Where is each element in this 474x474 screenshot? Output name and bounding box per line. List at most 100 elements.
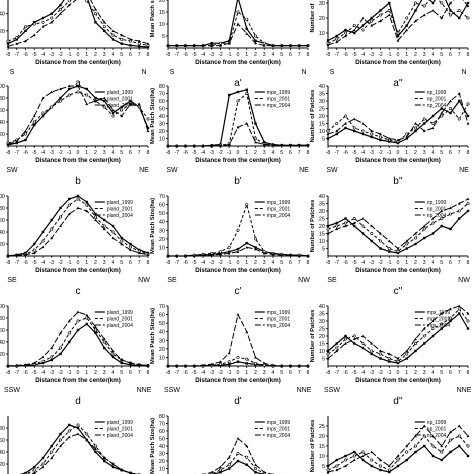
data-point (94, 99, 97, 103)
data-point (192, 44, 196, 47)
data-point (59, 444, 62, 448)
data-point (245, 32, 249, 35)
x-tick-label: 2 (414, 150, 417, 156)
x-tick-label: 5 (120, 150, 123, 156)
data-point (129, 471, 132, 474)
data-point (405, 444, 409, 448)
data-point (227, 463, 231, 467)
x-axis-label: Distance from the center(km) (355, 377, 441, 384)
y-tick-label: 5 (322, 247, 325, 253)
y-tick-label: 20 (0, 29, 5, 35)
x-axis-label: Distance from the center(km) (35, 267, 121, 274)
panel-label: c (76, 286, 81, 297)
legend-entry: mps_1999 (267, 90, 291, 96)
data-point (289, 143, 292, 147)
x-tick-label: 4 (112, 260, 115, 266)
y-tick-label: 100 (0, 304, 5, 310)
x-tick-label: 4 (432, 150, 435, 156)
y-axis-label: Mean Patch Size(ha) (150, 308, 156, 364)
x-tick-label: -5 (32, 370, 37, 376)
data-point (326, 357, 330, 360)
data-point (396, 464, 400, 468)
y-tick-label: 20 (319, 224, 325, 230)
data-point (245, 245, 249, 249)
data-point (448, 316, 452, 320)
x-tick-label: -6 (343, 260, 348, 266)
x-tick-label: -3 (369, 52, 374, 58)
data-point (210, 44, 214, 47)
data-point (129, 102, 132, 106)
data-point (85, 0, 89, 3)
x-tick-label: 7 (458, 260, 461, 266)
data-point (184, 44, 187, 47)
y-tick-label: 30 (159, 452, 165, 458)
data-point (379, 9, 382, 12)
data-point (120, 239, 124, 243)
data-point (111, 114, 115, 118)
data-point (245, 241, 248, 245)
data-point (440, 217, 444, 221)
series-line (327, 435, 469, 471)
direction-right-label: NNE (137, 387, 152, 394)
data-point (102, 105, 106, 109)
y-tick-label: 50 (159, 107, 165, 113)
data-point (59, 206, 62, 210)
data-point (448, 13, 452, 17)
data-point (24, 138, 27, 142)
data-point (24, 29, 27, 33)
y-tick-label: 25 (319, 424, 325, 430)
data-point (361, 450, 365, 454)
panel-label: a (75, 78, 81, 89)
data-point (76, 197, 80, 201)
data-point (67, 203, 71, 207)
data-point (431, 326, 435, 330)
data-point (192, 364, 196, 368)
data-point (335, 129, 339, 133)
data-point (67, 331, 71, 335)
x-tick-label: 3 (423, 370, 426, 376)
series-line (7, 0, 149, 48)
data-point (76, 328, 80, 332)
data-point (254, 41, 257, 45)
x-tick-label: 2 (94, 370, 97, 376)
data-point (111, 462, 115, 466)
data-point (379, 132, 382, 136)
data-point (102, 337, 106, 341)
data-point (245, 17, 249, 21)
data-point (85, 200, 88, 204)
data-point (94, 215, 98, 219)
data-point (76, 90, 80, 94)
data-point (352, 337, 356, 341)
x-tick-label: 7 (458, 52, 461, 58)
data-point (58, 7, 62, 11)
x-tick-label: -4 (361, 52, 366, 58)
data-point (184, 144, 187, 148)
data-point (361, 217, 365, 220)
data-point (414, 122, 417, 125)
data-point (387, 9, 391, 13)
y-tick-label: 15 (319, 342, 325, 348)
y-tick-label: 20 (319, 114, 325, 120)
data-point (378, 13, 382, 17)
x-tick-label: -7 (334, 150, 339, 156)
x-tick-label: -2 (58, 52, 63, 58)
legend-entry: pland_2001 (107, 427, 133, 433)
data-point (129, 99, 132, 103)
data-point (184, 364, 187, 368)
data-point (15, 139, 19, 143)
data-point (15, 253, 19, 257)
data-point (129, 248, 132, 252)
data-point (449, 227, 452, 231)
data-point (405, 349, 409, 353)
y-tick-label: 10 (319, 129, 325, 135)
data-point (228, 467, 231, 470)
data-point (361, 334, 365, 338)
x-tick-label: -2 (218, 150, 223, 156)
x-tick-label: -5 (192, 260, 197, 266)
data-point (405, 137, 408, 140)
x-tick-label: -3 (49, 150, 54, 156)
y-tick-label: 25 (319, 107, 325, 113)
